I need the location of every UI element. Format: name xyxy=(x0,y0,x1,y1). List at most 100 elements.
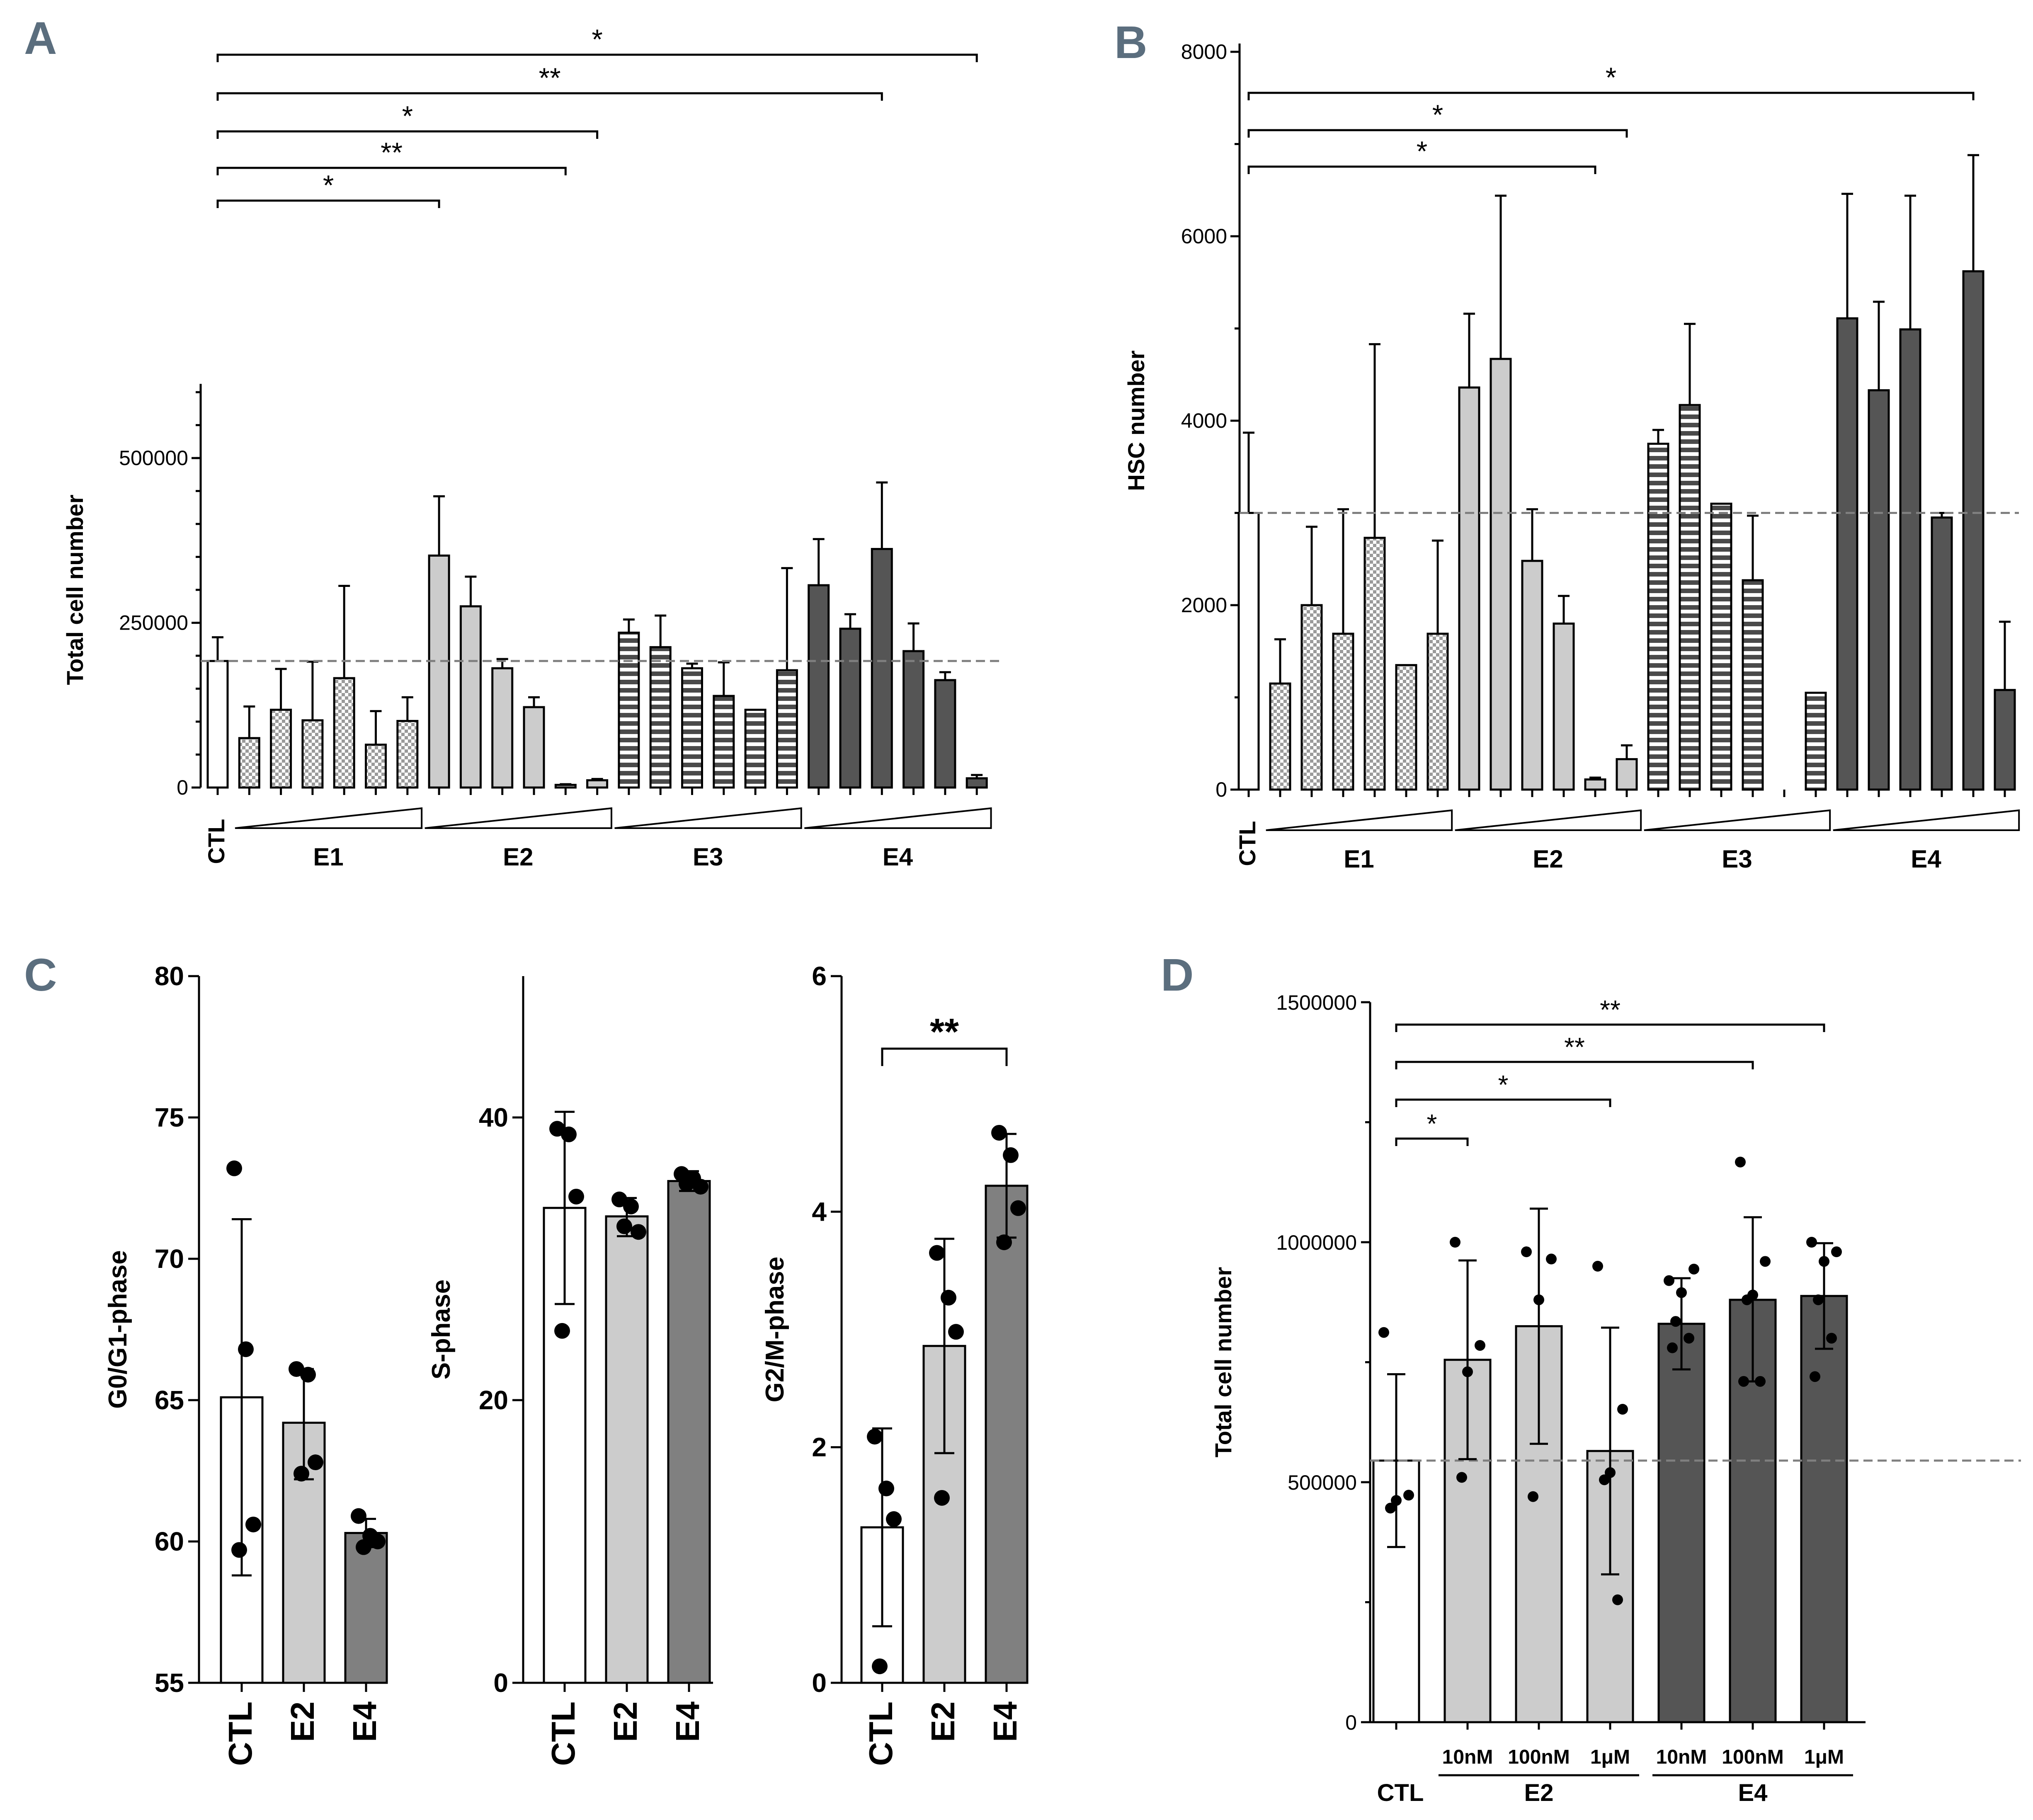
bar xyxy=(1363,537,1386,791)
ctl-label: CTL xyxy=(1234,821,1260,866)
dose-triangle xyxy=(1833,809,2020,831)
y-tick-label: 6000 xyxy=(1181,225,1227,248)
significance-label: ** xyxy=(930,1011,959,1053)
x-tick-label: E2 xyxy=(284,1701,321,1742)
significance-label: * xyxy=(592,24,602,55)
ctl-label: CTL xyxy=(203,819,229,864)
data-point xyxy=(1528,1491,1538,1502)
significance-label: * xyxy=(1498,1070,1509,1100)
y-axis-title: Total cell number xyxy=(1210,1267,1236,1457)
bar xyxy=(776,669,798,789)
data-point xyxy=(356,1539,371,1555)
dose-triangle xyxy=(1455,809,1642,831)
y-tick-label: 0 xyxy=(493,1668,508,1698)
y-tick-label: 500000 xyxy=(1288,1471,1357,1494)
bar xyxy=(1710,502,1732,791)
significance-label: * xyxy=(1417,136,1427,167)
y-tick-label: 80 xyxy=(155,961,184,991)
data-point xyxy=(294,1466,309,1482)
bar xyxy=(618,631,640,789)
panel-c-s-chart: 0 20 40 S-phase CTL E2 E4 xyxy=(427,976,713,1766)
group-label: E3 xyxy=(693,843,723,871)
bar xyxy=(871,548,893,789)
bar xyxy=(1805,691,1827,791)
bar xyxy=(1899,328,1921,791)
data-point xyxy=(1599,1474,1610,1486)
data-point xyxy=(370,1534,386,1549)
bar xyxy=(839,628,861,789)
y-tick-label: 4000 xyxy=(1181,409,1227,432)
significance-bracket xyxy=(1247,92,1975,100)
significance-bracket xyxy=(1395,1137,1469,1146)
bar xyxy=(365,744,387,789)
data-point xyxy=(886,1511,902,1527)
y-tick-label: 65 xyxy=(155,1385,184,1415)
bar xyxy=(1657,1323,1705,1723)
significance-bracket xyxy=(216,92,883,101)
data-point xyxy=(561,1126,577,1142)
data-point xyxy=(1475,1340,1485,1351)
group-label: E1 xyxy=(313,843,343,871)
bar xyxy=(1616,758,1638,791)
group-label: E4 xyxy=(1911,845,1941,873)
bar xyxy=(1458,386,1480,791)
data-point xyxy=(1521,1246,1532,1258)
data-point xyxy=(568,1188,584,1204)
data-point xyxy=(1403,1490,1414,1501)
data-point xyxy=(1738,1376,1749,1387)
bar xyxy=(744,708,767,789)
data-point xyxy=(1003,1147,1019,1163)
significance-bracket xyxy=(881,1047,1008,1066)
data-point xyxy=(308,1454,323,1471)
bar xyxy=(1300,604,1323,791)
significance-bracket xyxy=(216,53,978,62)
data-point xyxy=(1742,1294,1752,1305)
bar xyxy=(459,605,482,789)
x-tick-label: 10nM xyxy=(1442,1746,1493,1768)
group-label: E4 xyxy=(883,843,913,871)
data-point xyxy=(872,1658,888,1675)
data-point xyxy=(948,1324,964,1340)
y-tick-label: 40 xyxy=(479,1103,508,1132)
significance-bracket xyxy=(1247,165,1596,174)
data-point xyxy=(1810,1371,1820,1382)
data-point xyxy=(1831,1246,1842,1258)
significance-label: * xyxy=(402,100,413,132)
x-tick-label: 100nM xyxy=(1722,1746,1783,1768)
bar xyxy=(713,695,735,789)
significance-label: * xyxy=(323,170,334,201)
y-tick-label: 2000 xyxy=(1181,594,1227,617)
bar xyxy=(344,1532,388,1684)
panel-letter-d: D xyxy=(1161,950,1194,1001)
x-tick-label: E4 xyxy=(987,1701,1024,1742)
panel-a-chart: 0 250000 500000 Total cell number CTL E1 E2 E3 E… xyxy=(62,24,999,871)
data-point xyxy=(1670,1316,1681,1327)
bar xyxy=(808,584,830,789)
bar xyxy=(1237,512,1260,791)
group-label: CTL xyxy=(1377,1779,1424,1806)
y-tick-label: 55 xyxy=(155,1668,184,1698)
y-tick-label: 20 xyxy=(479,1385,508,1415)
bar xyxy=(270,708,292,789)
dose-triangle xyxy=(804,807,992,829)
bar xyxy=(1584,778,1606,791)
dose-triangle xyxy=(1266,809,1453,831)
dose-triangle xyxy=(1644,809,1831,831)
data-point xyxy=(611,1191,627,1207)
bar xyxy=(934,679,956,789)
data-point xyxy=(1378,1327,1389,1338)
data-point xyxy=(1664,1275,1674,1286)
bar xyxy=(605,1215,649,1684)
x-tick-label: 1μM xyxy=(1590,1746,1630,1768)
bar xyxy=(1269,682,1291,791)
significance-label: * xyxy=(1432,99,1443,131)
y-tick-label: 1500000 xyxy=(1276,991,1357,1014)
data-point xyxy=(1735,1156,1746,1168)
data-point xyxy=(1533,1294,1544,1305)
data-point xyxy=(1689,1263,1699,1275)
bar xyxy=(586,779,609,789)
data-point xyxy=(1684,1333,1694,1344)
data-point xyxy=(878,1481,894,1497)
significance-bracket xyxy=(216,130,599,139)
